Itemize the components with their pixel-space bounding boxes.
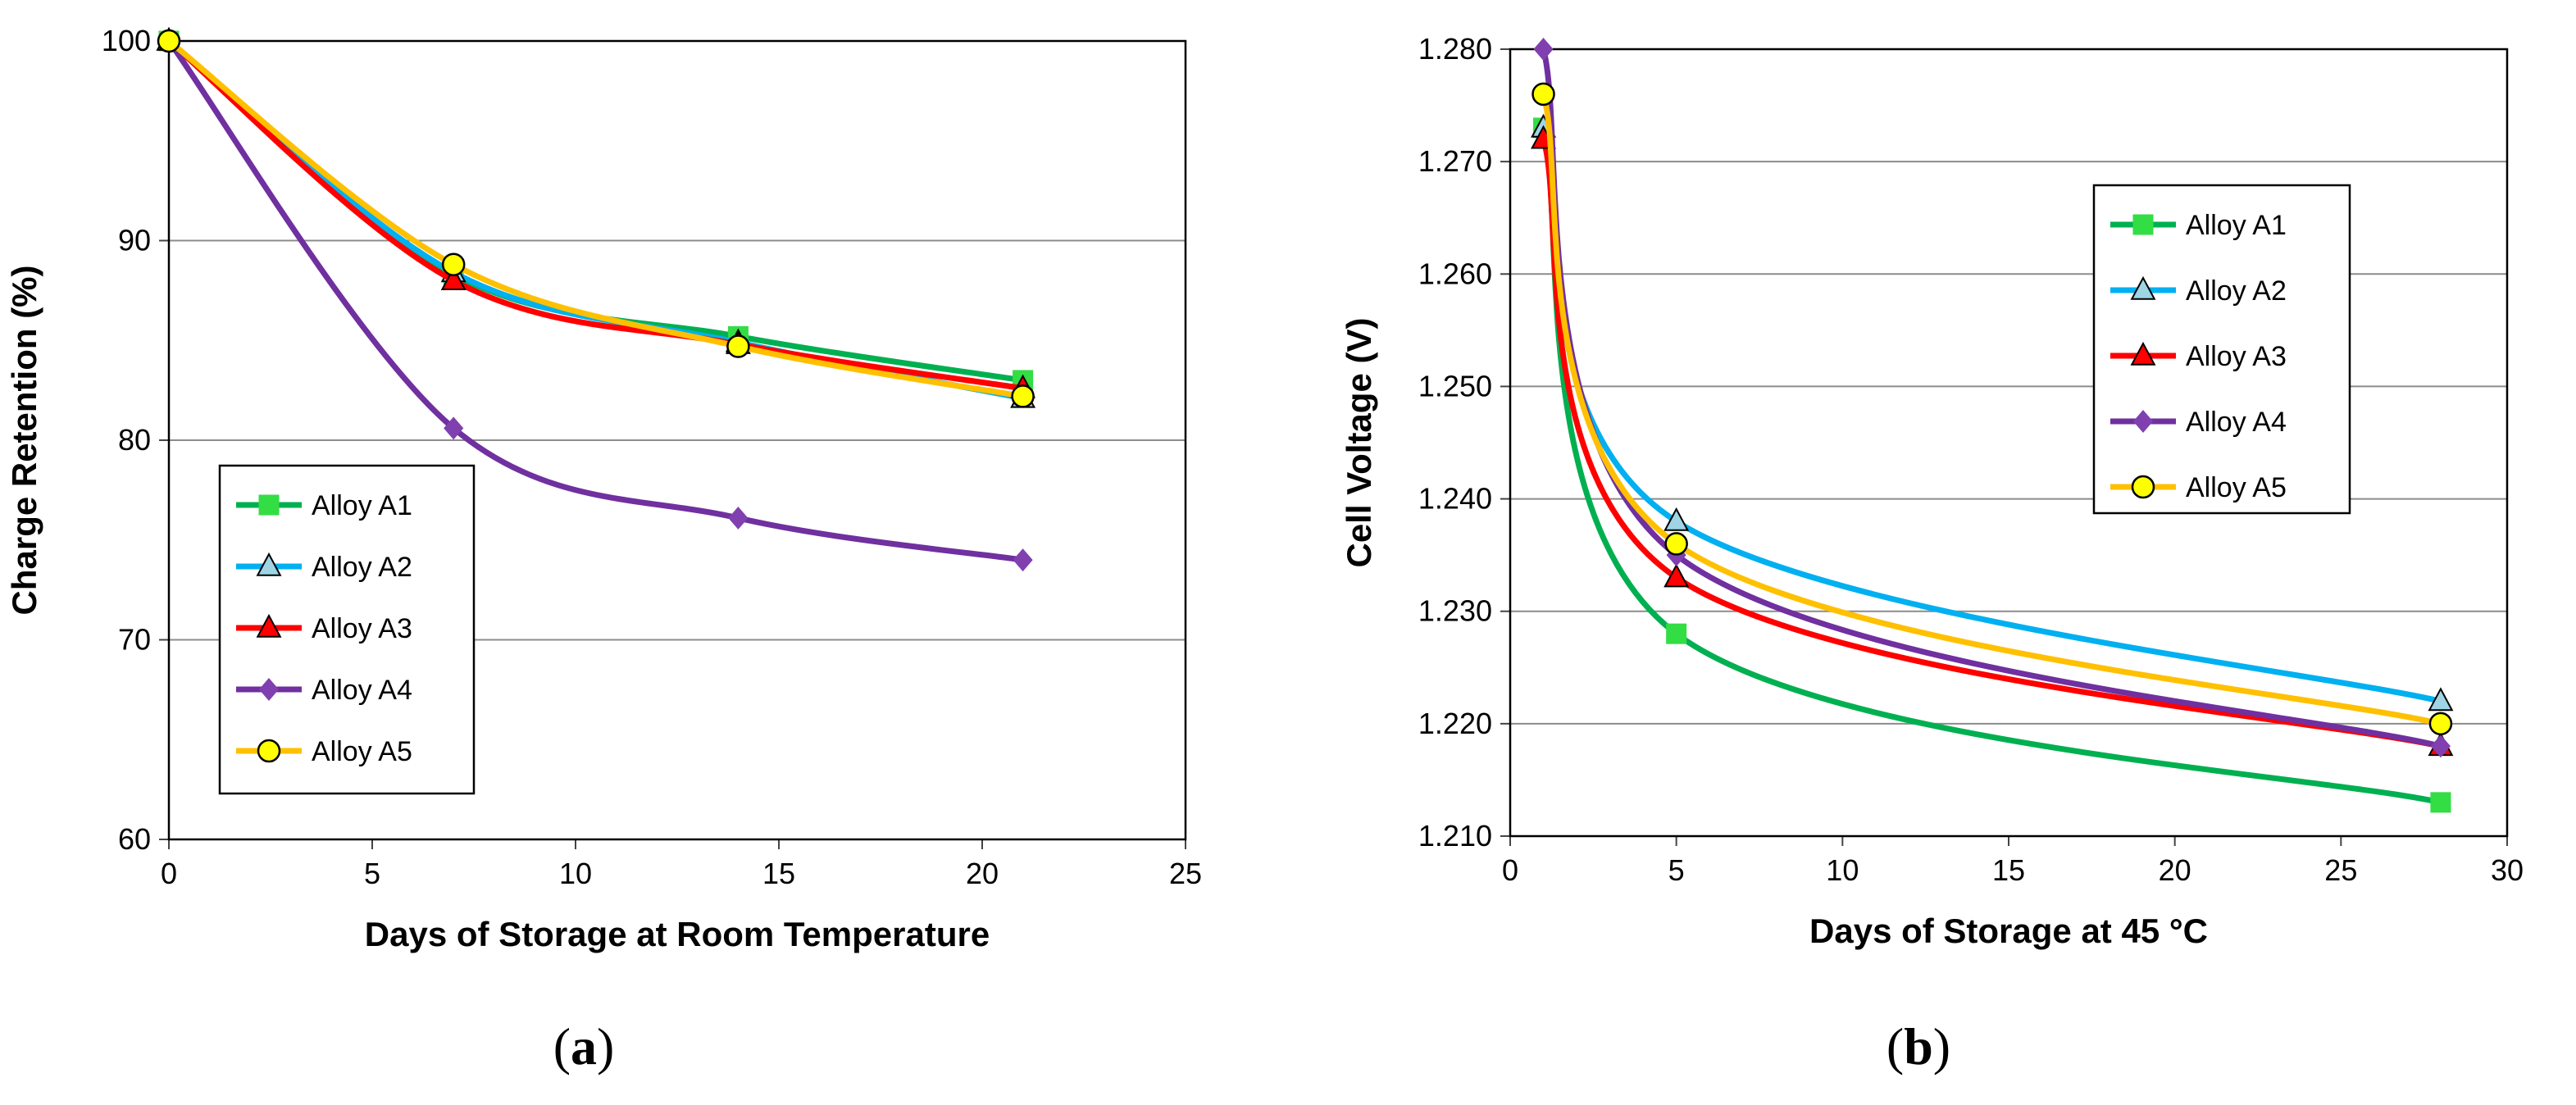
legend-swatch-marker [258, 678, 280, 701]
y-tick-label: 70 [118, 623, 151, 657]
y-axis-label: Charge Retention (%) [5, 265, 43, 615]
legend-label: Alloy A4 [2186, 407, 2287, 438]
legend-entry: Alloy A5 [2110, 472, 2287, 503]
legend-swatch-marker [256, 613, 282, 638]
legend-label: Alloy A1 [312, 490, 412, 521]
data-point [1533, 38, 1554, 61]
legend-entry: Alloy A4 [2110, 407, 2287, 438]
x-tick-label: 10 [559, 857, 592, 890]
plot-area-frame [167, 39, 1187, 841]
x-tick-label: 5 [1668, 853, 1685, 887]
y-tick-label: 1.230 [1418, 594, 1492, 628]
legend-swatch-marker [257, 739, 281, 763]
data-point [1531, 82, 1555, 107]
legend-entry: Alloy A3 [236, 613, 412, 644]
legend-swatch-marker [2131, 475, 2155, 499]
x-tick-label: 20 [2159, 853, 2191, 887]
series-line [166, 38, 1026, 399]
x-axis-label: Days of Storage at Room Temperature [365, 915, 990, 953]
legend-label: Alloy A3 [312, 613, 412, 644]
legend-box [2092, 184, 2351, 515]
series-alloy-a1 [158, 30, 1034, 391]
y-axis-label: Cell Voltage (V) [1340, 318, 1378, 568]
data-point [444, 416, 464, 440]
legend-swatch-marker [2130, 341, 2156, 366]
legend-entry: Alloy A1 [2110, 210, 2287, 241]
y-tick-label: 1.210 [1418, 819, 1492, 853]
panel-label: (b) [1886, 1017, 1950, 1075]
series-line [166, 38, 1026, 392]
y-tick-label: 1.220 [1418, 707, 1492, 740]
series-line [1541, 136, 2444, 749]
legend-swatch-marker [2130, 275, 2156, 300]
legend: Alloy A1 Alloy A2 Alloy A3 Alloy A4 Alloy A5 [218, 464, 476, 795]
data-point [2430, 734, 2451, 758]
data-point [1663, 507, 1690, 531]
series-line [166, 38, 1026, 563]
data-point [2428, 712, 2453, 736]
legend-label: Alloy A5 [2186, 472, 2287, 503]
data-point [1666, 623, 1687, 644]
series-line [166, 38, 1026, 402]
data-point [728, 507, 749, 530]
data-point [441, 252, 466, 276]
y-tick-label: 1.250 [1418, 369, 1492, 402]
y-tick-label: 1.280 [1418, 32, 1492, 66]
legend-label: Alloy A1 [2186, 210, 2287, 241]
series-line [166, 38, 1026, 384]
legend-entry: Alloy A2 [2110, 275, 2287, 307]
y-tick-label: 100 [102, 24, 151, 57]
legend-swatch-marker [2132, 214, 2154, 235]
y-tick-label: 60 [118, 822, 151, 856]
y-tick-label: 80 [118, 423, 151, 457]
data-point [1013, 548, 1033, 572]
legend-entry: Alloy A4 [236, 675, 412, 706]
series-alloy-a5 [1531, 82, 2453, 736]
data-point [157, 29, 181, 53]
x-tick-label: 10 [1826, 853, 1859, 887]
data-point [1664, 532, 1688, 556]
legend-entry: Alloy A5 [236, 736, 412, 767]
data-point [440, 266, 467, 290]
legend-entry: Alloy A1 [236, 490, 412, 521]
series-alloy-a3 [156, 26, 1036, 398]
y-tick-label: 1.260 [1418, 257, 1492, 290]
legend-label: Alloy A4 [312, 675, 412, 706]
legend-entry: Alloy A3 [2110, 341, 2287, 372]
series-alloy-a5 [157, 29, 1035, 408]
x-tick-label: 20 [966, 857, 999, 890]
y-tick-label: 1.270 [1418, 144, 1492, 178]
y-tick-label: 1.240 [1418, 482, 1492, 516]
x-tick-label: 0 [1502, 853, 1518, 887]
legend-label: Alloy A5 [312, 736, 412, 767]
plot-area-frame [1509, 48, 2509, 838]
legend-label: Alloy A2 [312, 552, 412, 583]
legend-swatch-marker [258, 494, 280, 516]
x-tick-label: 0 [161, 857, 177, 890]
x-tick-label: 25 [1169, 857, 1202, 890]
x-tick-label: 5 [364, 857, 380, 890]
legend-swatch-marker [2132, 410, 2154, 433]
data-point [2430, 792, 2451, 813]
y-tick-label: 90 [118, 224, 151, 257]
x-tick-label: 25 [2324, 853, 2357, 887]
data-point [2428, 687, 2454, 712]
series-line [1541, 91, 2444, 727]
chart-b: 1.210 1.220 1.230 1.240 1.250 1.260 1.270 1.280… [1340, 32, 2524, 1075]
data-point [1011, 384, 1035, 408]
legend-label: Alloy A3 [2186, 341, 2287, 372]
legend-label: Alloy A2 [2186, 275, 2287, 307]
x-axis-label: Days of Storage at 45 °C [1809, 912, 2208, 950]
legend-swatch-marker [256, 552, 282, 576]
data-point [726, 334, 750, 358]
legend-entry: Alloy A2 [236, 552, 412, 583]
x-tick-label: 30 [2491, 853, 2524, 887]
x-tick-label: 15 [1992, 853, 2025, 887]
legend: Alloy A1 Alloy A2 Alloy A3 Alloy A4 Alloy A5 [2092, 184, 2351, 515]
panel-label: (a) [553, 1017, 615, 1075]
data-point [1663, 563, 1690, 588]
x-tick-label: 15 [762, 857, 795, 890]
